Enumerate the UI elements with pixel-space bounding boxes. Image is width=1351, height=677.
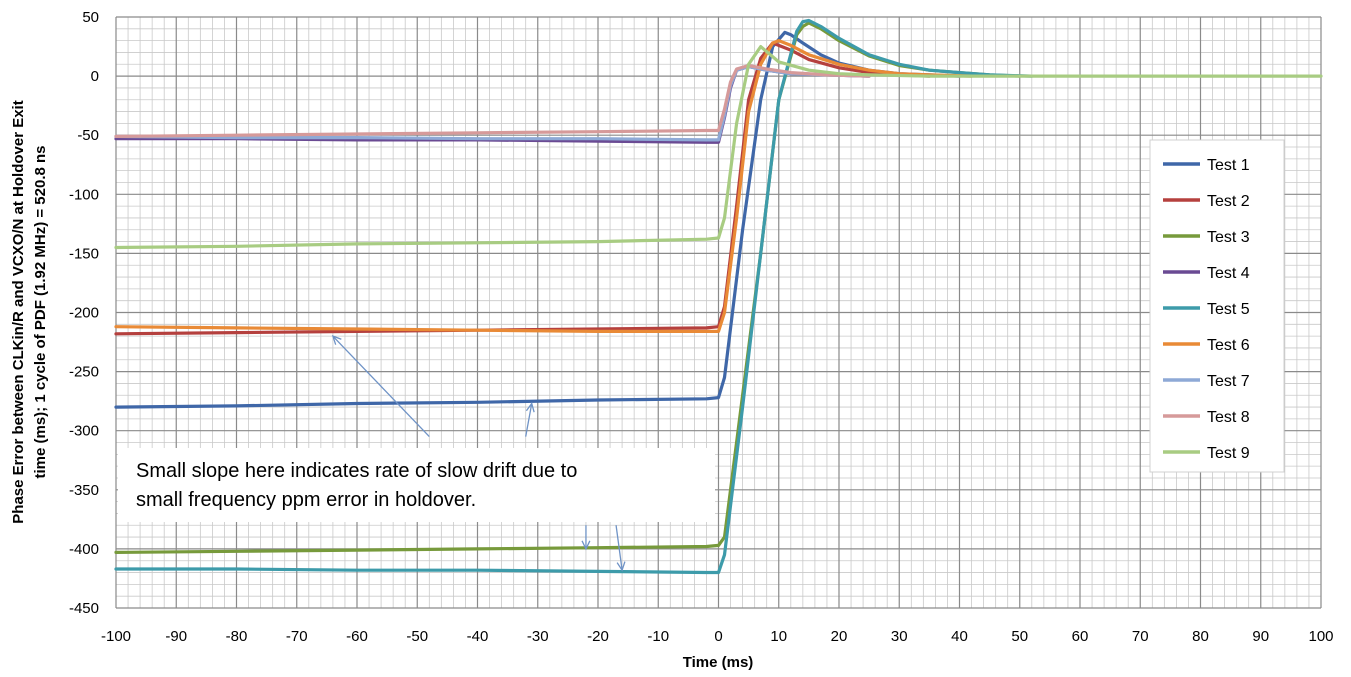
x-tick-label: -90 — [165, 628, 187, 645]
y-axis-title-line-1: Phase Error between CLKin/R and VCXO/N a… — [10, 100, 27, 523]
x-tick-label: -30 — [527, 628, 549, 645]
x-tick-label: -100 — [101, 628, 131, 645]
y-tick-label: 50 — [82, 9, 99, 26]
legend-label: Test 6 — [1207, 337, 1250, 354]
major-gridlines — [115, 16, 1322, 609]
legend-label: Test 9 — [1207, 445, 1250, 462]
x-tick-label: -60 — [346, 628, 368, 645]
series-line-test-9 — [114, 44, 1323, 250]
legend-label: Test 3 — [1207, 229, 1250, 246]
x-tick-label: -80 — [226, 628, 248, 645]
annotation-arrow-head — [581, 540, 591, 551]
x-tick-label: 40 — [951, 628, 968, 645]
x-tick-label: 50 — [1011, 628, 1028, 645]
legend-label: Test 4 — [1207, 265, 1250, 282]
x-tick-label: 0 — [714, 628, 722, 645]
y-tick-label: -350 — [69, 482, 99, 499]
y-tick-label: -200 — [69, 305, 99, 322]
annotation-line-2: small frequency ppm error in holdover. — [136, 489, 476, 511]
y-tick-label: -50 — [77, 127, 99, 144]
x-tick-label: -70 — [286, 628, 308, 645]
y-axis-ticks: 50 0 -50 -100 -150 -200 -250 -300 -350 -400 -450 — [69, 9, 99, 617]
legend: Test 1 Test 2 Test 3 Test 4 Test 5 Test 6 Test… — [1149, 139, 1285, 473]
legend-label: Test 5 — [1207, 301, 1250, 318]
y-tick-label: -400 — [69, 541, 99, 558]
x-tick-label: 10 — [770, 628, 787, 645]
x-axis-title: Time (ms) — [683, 654, 754, 671]
x-axis-ticks: -100 -90 -80 -70 -60 -50 -40 -30 -20 -10 0 10 20 30 40… — [101, 628, 1334, 645]
annotation-arrow — [615, 525, 623, 571]
annotation-box — [118, 448, 715, 522]
y-tick-label: -300 — [69, 423, 99, 440]
x-tick-label: 30 — [891, 628, 908, 645]
x-tick-label: -50 — [406, 628, 428, 645]
series-lines — [114, 18, 1323, 575]
x-tick-label: 90 — [1252, 628, 1269, 645]
legend-label: Test 1 — [1207, 157, 1250, 174]
y-tick-label: -150 — [69, 245, 99, 262]
legend-label: Test 8 — [1207, 409, 1250, 426]
y-tick-label: -450 — [69, 600, 99, 617]
x-tick-label: 60 — [1072, 628, 1089, 645]
annotation-arrow-head — [331, 335, 342, 345]
x-tick-label: -10 — [647, 628, 669, 645]
x-tick-label: 20 — [831, 628, 848, 645]
y-tick-label: -250 — [69, 364, 99, 381]
legend-label: Test 7 — [1207, 373, 1250, 390]
annotation-arrow — [525, 403, 533, 437]
annotation: Small slope here indicates rate of slow … — [118, 448, 715, 522]
annotation-line-1: Small slope here indicates rate of slow … — [136, 460, 577, 482]
y-tick-label: -100 — [69, 186, 99, 203]
legend-label: Test 2 — [1207, 193, 1250, 210]
series-line-test-8 — [114, 63, 871, 138]
annotation-arrow-head — [525, 402, 535, 413]
x-tick-label: -20 — [587, 628, 609, 645]
y-axis-title-line-2: time (ms); 1 cycle of PDF (1.92 MHz) = 5… — [32, 145, 49, 478]
x-tick-label: -40 — [467, 628, 489, 645]
x-tick-label: 100 — [1308, 628, 1333, 645]
annotation-arrows — [331, 335, 626, 572]
x-tick-label: 80 — [1192, 628, 1209, 645]
series-line-test-6 — [114, 38, 974, 333]
annotation-arrow-head — [616, 561, 626, 572]
y-tick-label: 0 — [91, 68, 99, 85]
annotation-arrow — [332, 335, 430, 438]
x-tick-label: 70 — [1132, 628, 1149, 645]
